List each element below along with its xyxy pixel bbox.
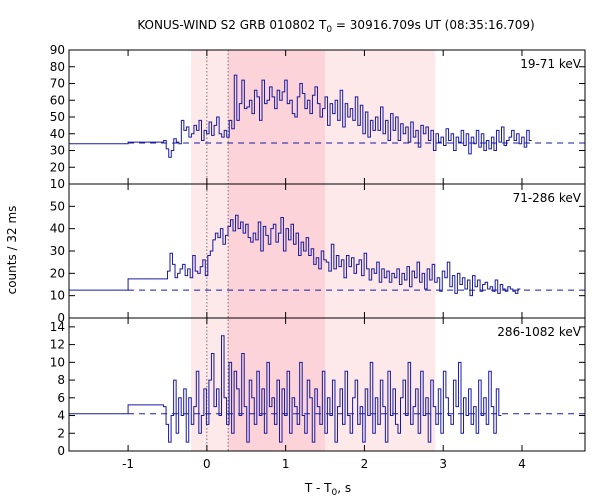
band-label-2: 286-1082 keV — [497, 325, 581, 339]
x-tick-label-0: -1 — [122, 457, 134, 471]
y-tick-label-2-0: 0 — [57, 444, 65, 458]
y-tick-label-0-5: 60 — [50, 93, 65, 107]
y-tick-label-1-3: 30 — [50, 244, 65, 258]
frame-layer — [68, 49, 586, 452]
x-tick-label-3: 2 — [361, 457, 369, 471]
y-tick-label-1-2: 20 — [50, 266, 65, 280]
panel-frame-2 — [68, 317, 586, 452]
y-tick-label-0-6: 70 — [50, 77, 65, 91]
y-tick-label-0-2: 30 — [50, 144, 65, 158]
band-label-1: 71-286 keV — [513, 191, 582, 205]
y-tick-label-2-6: 12 — [50, 338, 65, 352]
y-tick-label-1-1: 10 — [50, 289, 65, 303]
data-layer — [69, 74, 585, 443]
y-tick-label-0-3: 40 — [50, 127, 65, 141]
y-tick-label-1-0: 0 — [57, 311, 65, 325]
y-tick-label-0-1: 20 — [50, 160, 65, 174]
y-tick-label-1-5: 50 — [50, 199, 65, 213]
x-tick-label-2: 1 — [282, 457, 290, 471]
band-label-0: 19-71 keV — [520, 57, 582, 71]
x-tick-label-1: 0 — [203, 457, 211, 471]
light-curve-1 — [69, 214, 521, 297]
y-tick-label-0-0: 10 — [50, 177, 65, 191]
x-tick-label-4: 3 — [439, 457, 447, 471]
y-tick-label-2-1: 2 — [57, 426, 65, 440]
y-tick-label-0-8: 90 — [50, 43, 65, 57]
y-tick-label-0-4: 50 — [50, 110, 65, 124]
y-tick-label-2-5: 10 — [50, 355, 65, 369]
y-tick-label-2-4: 8 — [57, 373, 65, 387]
y-tick-label-0-7: 80 — [50, 60, 65, 74]
chart-title: KONUS-WIND S2 GRB 010802 T0 = 30916.709s… — [137, 18, 534, 35]
light-curve-2 — [69, 335, 502, 443]
y-tick-label-1-4: 40 — [50, 222, 65, 236]
y-axis-label: counts / 32 ms — [5, 206, 19, 295]
text-layer: KONUS-WIND S2 GRB 010802 T0 = 30916.709s… — [5, 18, 582, 498]
light-curve-0 — [69, 74, 532, 158]
y-tick-label-2-2: 4 — [57, 409, 65, 423]
y-tick-label-2-7: 14 — [50, 320, 65, 334]
marker-layer — [206, 50, 229, 451]
y-tick-label-2-3: 6 — [57, 391, 65, 405]
x-tick-label-5: 4 — [518, 457, 526, 471]
x-axis-label: T - T0, s — [304, 481, 351, 498]
